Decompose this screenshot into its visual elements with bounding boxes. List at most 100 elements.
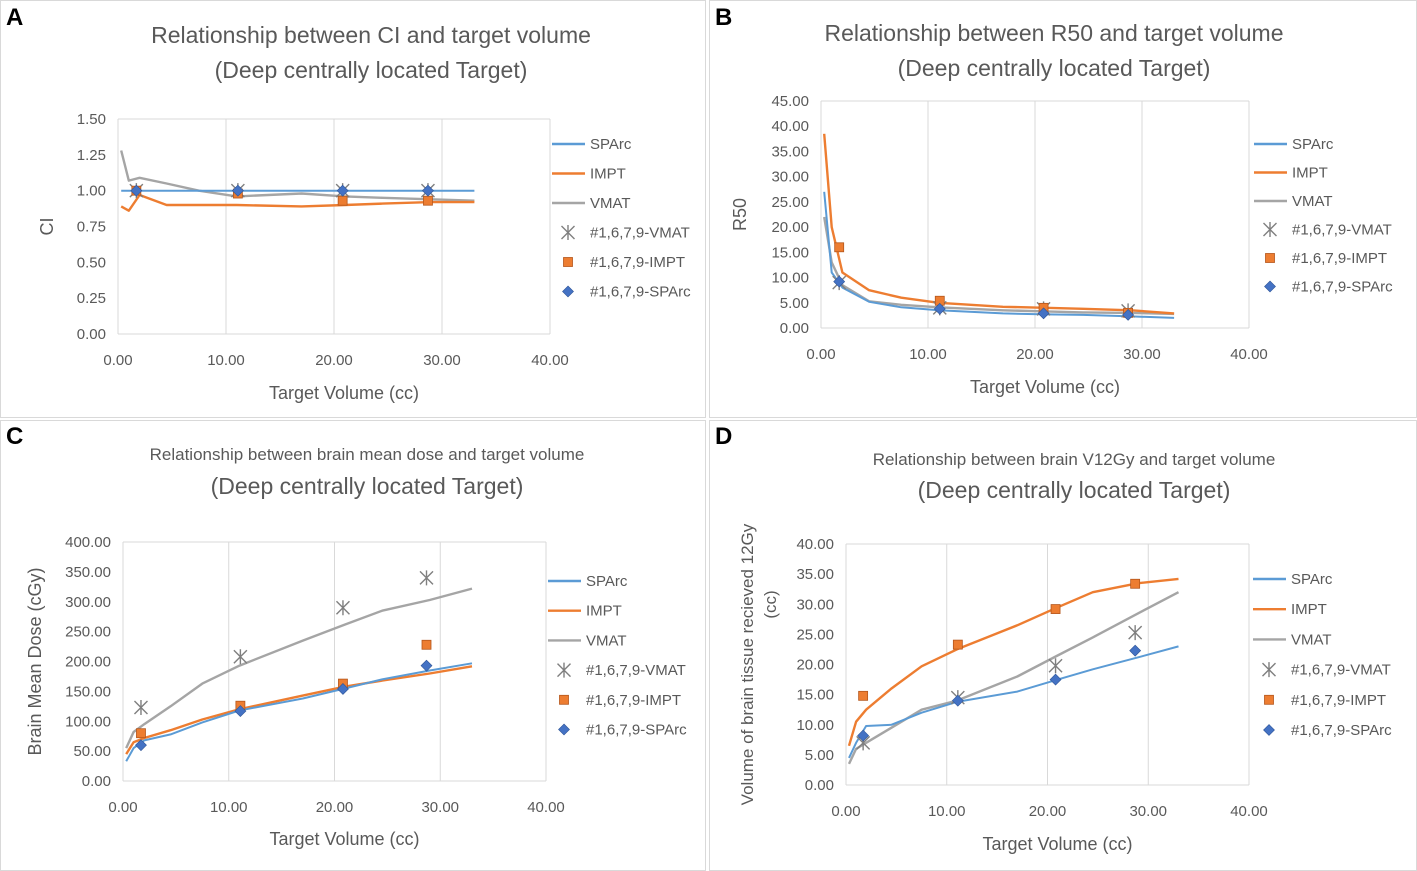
- y-tick-label: 150.00: [65, 683, 111, 700]
- data-point-square: [1050, 604, 1061, 614]
- series-line-vmat: [120, 150, 475, 202]
- y-tick-label: 35.00: [771, 143, 809, 160]
- data-point-star: [335, 600, 350, 616]
- legend-label: #1,6,7,9-VMAT: [590, 225, 690, 242]
- y-tick-label: 1.50: [77, 111, 106, 128]
- series-line-impt: [120, 193, 475, 212]
- x-tick-label: 40.00: [531, 352, 569, 369]
- x-tick-label: 40.00: [1230, 346, 1268, 363]
- chart-group: Relationship between brain mean dose and…: [25, 445, 687, 849]
- data-point-star: [1128, 625, 1143, 641]
- legend-marker-swatch: [558, 723, 570, 736]
- legend-marker-swatch: [563, 257, 573, 267]
- chart-title: Relationship between brain mean dose and…: [150, 445, 585, 464]
- chart-panel-d: D Relationship between brain V12Gy and t…: [709, 420, 1417, 871]
- legend-label: #1,6,7,9-SPArc: [586, 722, 687, 739]
- series-line-sparc: [125, 662, 473, 762]
- x-tick-label: 30.00: [421, 799, 459, 816]
- panel-letter-a: A: [6, 4, 24, 31]
- data-point-diamond: [422, 184, 434, 197]
- chart-subtitle: (Deep centrally located Target): [211, 473, 524, 499]
- x-axis-label: Target Volume (cc): [970, 377, 1120, 397]
- y-tick-label: 40.00: [796, 536, 834, 553]
- x-tick-label: 20.00: [1016, 346, 1054, 363]
- chart-group: Relationship between R50 and target volu…: [730, 20, 1393, 397]
- data-point-square: [423, 195, 433, 206]
- series-line-sparc: [823, 191, 1175, 319]
- y-tick-label: 400.00: [65, 534, 111, 551]
- x-axis-label: Target Volume (cc): [269, 829, 419, 849]
- legend-marker-swatch: [1263, 222, 1277, 237]
- data-point-diamond: [857, 729, 870, 742]
- x-tick-label: 20.00: [315, 352, 353, 369]
- chart-b-svg: Relationship between R50 and target volu…: [730, 20, 1393, 397]
- x-tick-label: 20.00: [316, 799, 354, 816]
- y-tick-label: 25.00: [796, 626, 834, 643]
- legend-label: SPArc: [590, 136, 632, 153]
- data-point-square: [337, 195, 348, 206]
- chart-panel-b: B Relationship between R50 and target vo…: [709, 0, 1417, 418]
- series-line-impt: [125, 665, 473, 755]
- y-tick-label: 20.00: [796, 657, 834, 674]
- y-tick-label: 0.00: [77, 326, 106, 343]
- chart-title: Relationship between brain V12Gy and tar…: [873, 450, 1276, 469]
- y-tick-label: 250.00: [65, 624, 111, 641]
- legend-label: VMAT: [1292, 193, 1333, 210]
- chart-subtitle: (Deep centrally located Target): [918, 477, 1231, 503]
- x-axis-label: Target Volume (cc): [269, 383, 419, 403]
- y-axis-label: CI: [37, 218, 57, 236]
- panel-letter-b: B: [715, 4, 733, 31]
- data-point-star: [1048, 658, 1063, 674]
- y-tick-label: 5.00: [780, 295, 809, 312]
- y-tick-label: 45.00: [771, 93, 809, 110]
- y-tick-label: 300.00: [65, 594, 111, 611]
- legend-marker-swatch: [1264, 694, 1274, 705]
- data-point-diamond: [833, 275, 846, 288]
- legend-label: #1,6,7,9-SPArc: [1291, 722, 1392, 739]
- x-tick-label: 0.00: [806, 346, 835, 363]
- y-tick-label: 15.00: [796, 687, 834, 704]
- legend-label: IMPT: [1291, 601, 1327, 618]
- y-tick-label: 25.00: [771, 194, 809, 211]
- x-tick-label: 10.00: [928, 803, 966, 820]
- data-point-square: [1130, 578, 1141, 589]
- data-point-star: [133, 700, 148, 716]
- legend-label: #1,6,7,9-IMPT: [1292, 250, 1387, 267]
- y-tick-label: 0.00: [82, 773, 111, 790]
- x-tick-label: 40.00: [527, 799, 565, 816]
- chart-c-svg: Relationship between brain mean dose and…: [25, 445, 687, 849]
- legend-label: SPArc: [1292, 136, 1334, 153]
- legend-marker-swatch: [1262, 662, 1276, 678]
- legend-label: #1,6,7,9-IMPT: [1291, 692, 1386, 709]
- legend-label: VMAT: [586, 632, 627, 649]
- y-tick-label: 20.00: [771, 219, 809, 236]
- y-tick-label: 350.00: [65, 564, 111, 581]
- series-line-vmat: [823, 216, 1175, 316]
- y-tick-label: 0.75: [77, 219, 106, 236]
- series-line-vmat: [847, 591, 1180, 765]
- data-point-star: [233, 649, 248, 665]
- legend-marker-swatch: [1264, 280, 1276, 293]
- data-point-diamond: [1129, 644, 1142, 657]
- x-tick-label: 10.00: [909, 346, 947, 363]
- x-tick-label: 30.00: [423, 352, 461, 369]
- y-tick-label: 1.25: [77, 147, 106, 164]
- legend-label: VMAT: [590, 195, 631, 212]
- data-point-diamond: [231, 184, 244, 197]
- x-tick-label: 10.00: [207, 352, 245, 369]
- chart-group: Relationship between CI and target volum…: [37, 22, 691, 403]
- data-point-diamond: [1049, 673, 1062, 686]
- y-tick-label: 30.00: [771, 169, 809, 186]
- y-tick-label: 0.00: [780, 320, 809, 337]
- legend-label: IMPT: [586, 603, 622, 620]
- legend-marker-swatch: [561, 225, 575, 240]
- x-tick-label: 0.00: [831, 803, 860, 820]
- legend-label: VMAT: [1291, 631, 1332, 648]
- x-tick-label: 10.00: [210, 799, 248, 816]
- x-tick-label: 0.00: [108, 799, 137, 816]
- x-axis-label: Target Volume (cc): [982, 834, 1132, 854]
- data-point-square: [136, 728, 146, 739]
- x-tick-label: 30.00: [1123, 346, 1161, 363]
- chart-panel-a: A Relationship between CI and target vol…: [0, 0, 706, 418]
- y-tick-label: 0.25: [77, 290, 106, 307]
